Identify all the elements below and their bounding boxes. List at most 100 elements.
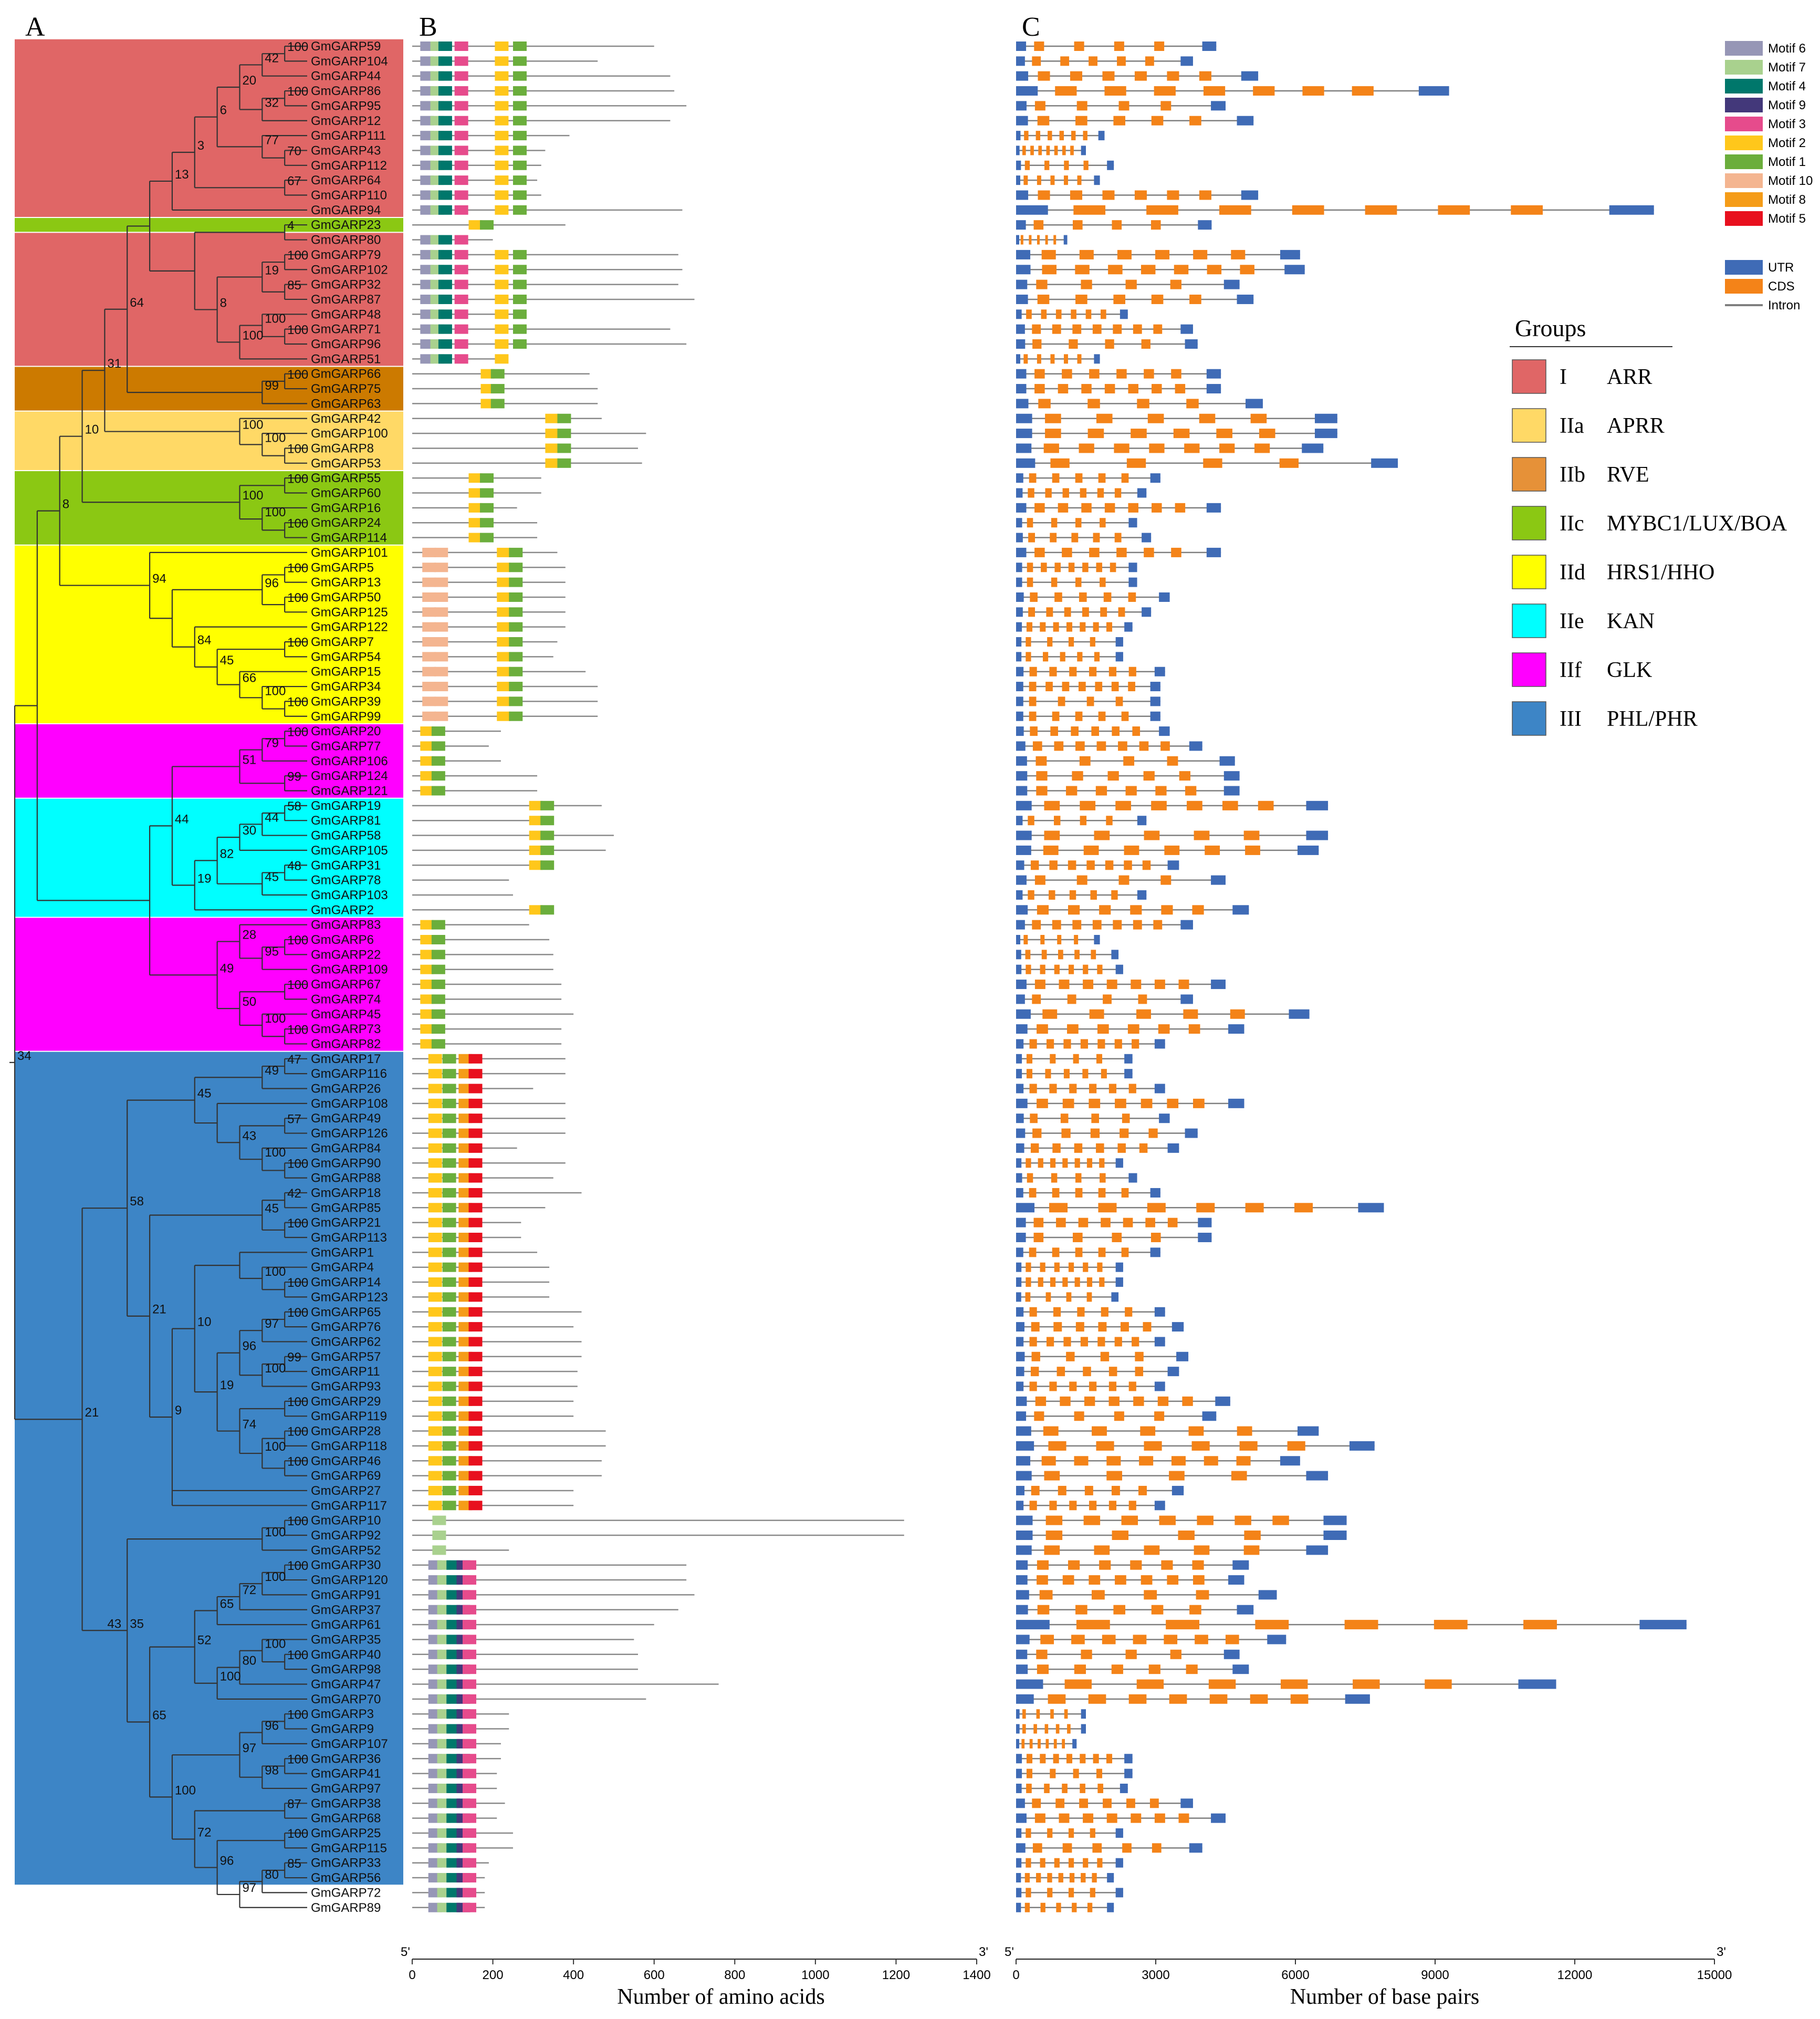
cds-box: [1072, 324, 1082, 334]
gene-label: GmGARP117: [311, 1498, 387, 1513]
utr-box: [1016, 160, 1021, 170]
cds-box: [1040, 935, 1045, 944]
motif-box: [529, 816, 543, 826]
cds-box: [1066, 786, 1078, 796]
cds-box: [1027, 1173, 1033, 1183]
cds-box: [1089, 1084, 1097, 1094]
motif-box: [438, 71, 452, 81]
gene-label: GmGARP32: [311, 278, 381, 292]
cds-box: [1152, 503, 1162, 513]
bootstrap-value: 100: [265, 1265, 286, 1279]
cds-box: [1090, 637, 1095, 647]
cds-box: [1087, 429, 1104, 439]
cds-box: [1118, 101, 1129, 111]
motif-legend-swatch: [1725, 136, 1763, 150]
utr-box: [1016, 220, 1026, 230]
cds-box: [1144, 369, 1154, 379]
gene-label: GmGARP74: [311, 992, 381, 1006]
utr-box: [1016, 279, 1028, 289]
cds-box: [1131, 429, 1147, 439]
cds-box: [1034, 384, 1045, 394]
motif-box: [442, 1217, 456, 1227]
group-legend-code: IIc: [1560, 512, 1584, 536]
gene-axis-tick-label: 15000: [1697, 1968, 1732, 1982]
cds-box: [1170, 1649, 1181, 1659]
cds-box: [1145, 1217, 1155, 1227]
utr-box: [1016, 1247, 1023, 1257]
motif-box: [422, 622, 436, 632]
utr-box: [1016, 905, 1028, 915]
cds-box: [1106, 1471, 1122, 1481]
gene-label: GmGARP54: [311, 650, 381, 664]
motif-box: [468, 1054, 483, 1064]
cds-box: [1116, 369, 1127, 379]
motif-box: [468, 533, 483, 543]
cds-box: [1118, 741, 1127, 751]
utr-box: [1016, 1084, 1024, 1094]
motif-box: [434, 682, 448, 692]
cds-box: [1093, 1754, 1099, 1764]
utr-box: [1016, 1888, 1022, 1898]
motif-box: [428, 1128, 442, 1138]
motif-box: [468, 1084, 483, 1094]
utr-box: [1016, 1843, 1026, 1853]
cds-box: [1236, 1456, 1251, 1466]
motif-box: [428, 1069, 442, 1079]
cds-box: [1101, 309, 1106, 319]
motif-box: [420, 726, 434, 736]
cds-box: [1208, 1679, 1236, 1689]
cds-box: [1083, 980, 1094, 990]
utr-box: [1016, 786, 1028, 796]
utr-box: [1115, 652, 1123, 662]
utr-box: [1016, 1337, 1024, 1347]
cds-box: [1029, 1381, 1037, 1391]
utr-box: [1098, 131, 1105, 141]
cds-box: [1195, 1635, 1208, 1645]
group-band-III: [15, 1052, 403, 1885]
gene-label: GmGARP33: [311, 1856, 381, 1870]
motif-box: [434, 652, 448, 662]
motif-box: [442, 1069, 456, 1079]
cds-box: [1037, 1605, 1050, 1615]
motif-legend-swatch: [1725, 154, 1763, 169]
bootstrap-value: 96: [265, 576, 279, 590]
cds-box: [1120, 1128, 1129, 1138]
utr-box: [1016, 399, 1029, 409]
cds-box: [1425, 1679, 1452, 1689]
protein-axis-right-end: 3': [979, 1945, 988, 1959]
bootstrap-value: 100: [265, 505, 286, 519]
cds-box: [1071, 1635, 1085, 1645]
motif-box: [428, 1307, 442, 1317]
gene-label: GmGARP61: [311, 1618, 381, 1632]
motif-box: [545, 413, 559, 423]
cds-box: [1056, 1217, 1066, 1227]
motif-box: [468, 1247, 483, 1257]
cds-box: [1152, 384, 1162, 394]
cds-box: [1038, 1277, 1043, 1287]
motif-box: [509, 682, 523, 692]
cds-box: [1136, 1009, 1151, 1019]
cds-box: [1045, 1515, 1063, 1525]
cds-box: [1160, 101, 1172, 111]
motif-box: [529, 800, 543, 810]
cds-box: [1032, 1128, 1042, 1138]
motif-box: [509, 652, 523, 662]
motif-box: [454, 339, 468, 349]
cds-box: [1101, 1307, 1108, 1317]
motif-box: [454, 190, 468, 200]
utr-box: [1115, 1828, 1123, 1838]
cds-box: [1100, 518, 1106, 528]
cds-box: [1102, 1635, 1116, 1645]
cds-box: [1045, 1292, 1051, 1302]
utr-box: [1154, 1307, 1165, 1317]
cds-box: [1031, 1351, 1040, 1361]
utr-box: [1016, 473, 1023, 483]
motif-box: [509, 711, 523, 721]
cds-box: [1178, 1531, 1195, 1540]
utr-box: [1176, 1351, 1189, 1361]
motif-box: [497, 577, 511, 587]
cds-box: [1097, 1337, 1105, 1347]
cds-box: [1052, 1247, 1060, 1257]
cds-box: [1069, 339, 1078, 349]
